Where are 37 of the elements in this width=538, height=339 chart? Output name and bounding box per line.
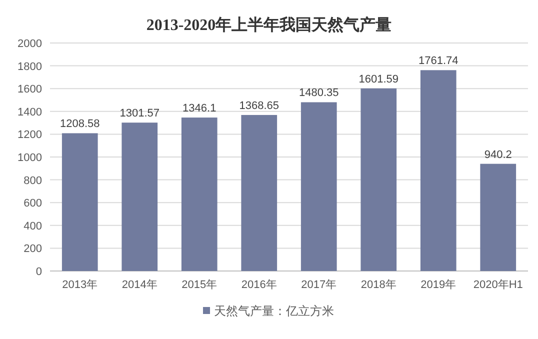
y-tick-label: 200 [24, 243, 42, 256]
x-tick-label: 2013年 [62, 279, 98, 291]
x-tick-label: 2020年H1 [473, 279, 523, 291]
data-label: 1346.1 [182, 102, 216, 115]
data-label: 940.2 [484, 148, 512, 161]
data-label: 1208.58 [60, 118, 100, 130]
data-label: 1480.35 [298, 87, 339, 100]
y-tick-label: 1400 [18, 106, 42, 118]
x-tick-label: 2015年 [182, 279, 218, 291]
y-tick-label: 1200 [18, 129, 42, 142]
data-label: 1601.59 [358, 73, 399, 86]
y-tick-label: 1800 [18, 60, 42, 73]
y-tick-label: 2000 [18, 38, 42, 50]
bar [62, 133, 98, 271]
x-tick-label: 2017年 [301, 279, 337, 291]
x-tick-label: 2016年 [241, 279, 277, 291]
y-tick-label: 0 [36, 266, 42, 278]
bar [360, 88, 397, 271]
bar [300, 102, 337, 271]
y-tick-label: 600 [24, 198, 42, 210]
bar [122, 122, 158, 271]
y-tick-label: 1000 [18, 152, 42, 164]
y-tick-label: 400 [24, 220, 42, 232]
y-tick-label: 800 [24, 174, 42, 187]
data-label: 1368.65 [239, 100, 280, 112]
bar [241, 114, 278, 271]
bar [420, 70, 456, 271]
data-label: 1761.74 [418, 55, 458, 68]
x-tick-label: 2018年 [360, 279, 396, 291]
x-tick-label: 2014年 [122, 279, 158, 291]
y-tick-label: 1600 [18, 84, 42, 96]
bar [480, 164, 516, 271]
bar [181, 118, 218, 271]
data-label: 1301.57 [120, 108, 160, 120]
chart-title: 2013-2020年上半年我国天然气产量 [146, 16, 392, 34]
legend-label: 天然气产量：亿立方米 [214, 304, 334, 318]
x-tick-label: 2019年 [420, 279, 456, 291]
